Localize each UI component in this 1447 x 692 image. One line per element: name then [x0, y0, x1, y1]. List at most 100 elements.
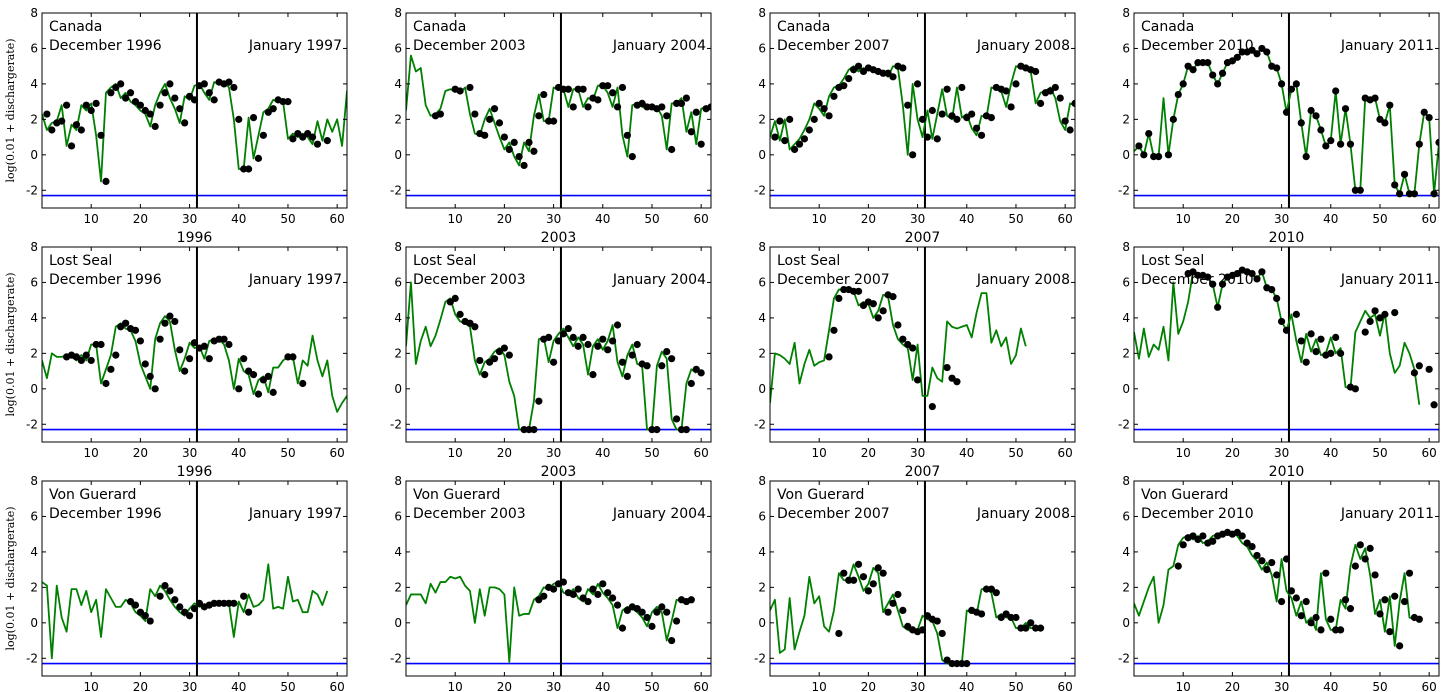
- data-point: [1154, 152, 1163, 161]
- data-point: [117, 80, 125, 88]
- data-point: [1032, 624, 1040, 632]
- data-point: [166, 80, 174, 88]
- y-tick-label: 6: [394, 41, 402, 55]
- data-point: [1297, 612, 1305, 620]
- panel-1: -2 0 2 4 6 8 10 20 30 40 50 60 Canada December 2003 Ja…: [390, 6, 712, 226]
- data-point: [254, 154, 263, 162]
- panel-title: 1996: [177, 230, 213, 246]
- data-point: [850, 287, 858, 295]
- month-left-label: December 2007: [777, 506, 890, 522]
- data-point: [1253, 275, 1261, 283]
- month-left-label: December 2010: [1141, 506, 1254, 522]
- data-point: [1282, 555, 1291, 563]
- y-tick-label: 2: [1122, 580, 1130, 594]
- data-point: [692, 108, 700, 116]
- data-point: [1081, 128, 1088, 135]
- data-point: [628, 351, 636, 359]
- y-tick-label: 4: [394, 545, 402, 559]
- data-point: [1292, 80, 1300, 88]
- series-group: [406, 575, 695, 663]
- data-point: [815, 99, 823, 108]
- data-point: [835, 294, 843, 303]
- data-point: [904, 101, 912, 109]
- data-point: [613, 601, 622, 609]
- site-label: Canada: [1141, 19, 1194, 35]
- data-point: [1036, 624, 1045, 632]
- data-point: [136, 337, 144, 345]
- data-point: [1036, 99, 1045, 108]
- y-axis-label: log(0.01 + dischargerate): [4, 272, 17, 416]
- panel-11: 2010 -2 0 2 4 6 8 10 20 30 40 50 60 Von Guerard Decemb…: [1118, 464, 1440, 692]
- data-point: [790, 145, 799, 154]
- data-point: [535, 112, 543, 120]
- data-point: [687, 596, 695, 604]
- data-point: [948, 659, 956, 668]
- y-tick-label: 8: [30, 474, 38, 488]
- data-point: [284, 98, 292, 106]
- data-point: [1002, 87, 1010, 95]
- data-point: [909, 151, 917, 159]
- y-tick-label: 4: [758, 545, 766, 559]
- data-point: [1253, 50, 1261, 58]
- data-point: [245, 608, 253, 616]
- data-point: [185, 612, 194, 620]
- data-point: [992, 589, 1000, 597]
- data-point: [205, 89, 213, 97]
- x-tick-label: 10: [448, 446, 463, 460]
- data-point: [953, 378, 961, 386]
- data-point: [589, 585, 597, 593]
- data-point: [859, 573, 868, 581]
- data-point: [1356, 186, 1364, 194]
- data-point: [894, 321, 902, 329]
- data-point: [1371, 571, 1379, 579]
- month-right-label: January 2008: [976, 506, 1070, 522]
- data-point: [190, 96, 199, 104]
- data-point: [1430, 401, 1438, 409]
- data-point: [289, 353, 297, 361]
- data-point: [579, 85, 587, 93]
- data-point: [1341, 596, 1350, 604]
- data-point: [240, 355, 248, 363]
- series-group: [770, 62, 1088, 159]
- data-point: [156, 592, 164, 600]
- data-point: [1297, 119, 1305, 127]
- data-point: [549, 117, 558, 125]
- data-point: [1282, 326, 1291, 334]
- data-point: [235, 385, 243, 393]
- x-tick-label: 50: [280, 680, 295, 692]
- y-tick-label: 6: [1122, 41, 1130, 55]
- y-tick-label: 2: [30, 112, 38, 126]
- series-group: [42, 312, 347, 413]
- data-point: [554, 337, 563, 345]
- data-point: [1199, 59, 1207, 67]
- data-point: [1292, 594, 1300, 602]
- data-point: [1282, 108, 1291, 116]
- y-tick-label: 2: [30, 580, 38, 594]
- month-right-label: January 2004: [612, 272, 706, 288]
- x-tick-label: 40: [595, 212, 610, 226]
- data-point: [850, 576, 858, 584]
- data-point: [1209, 280, 1217, 288]
- data-point: [82, 101, 90, 109]
- data-point: [240, 165, 248, 173]
- data-point: [1351, 385, 1359, 393]
- y-tick-label: 0: [30, 148, 38, 162]
- data-point: [1263, 566, 1271, 574]
- data-point: [520, 425, 528, 434]
- x-tick-label: 50: [1372, 680, 1387, 692]
- x-tick-label: 10: [448, 680, 463, 692]
- data-point: [663, 112, 671, 120]
- data-point: [1179, 80, 1187, 88]
- site-label: Canada: [777, 19, 830, 35]
- month-left-label: December 2003: [413, 38, 526, 54]
- data-point: [559, 330, 568, 338]
- data-point: [1317, 126, 1325, 134]
- data-point: [1204, 273, 1212, 281]
- data-point: [1253, 551, 1261, 560]
- x-tick-label: 30: [546, 446, 561, 460]
- plot-frame: [769, 246, 1076, 443]
- y-axis-label: log(0.01 + dischargerate): [4, 506, 17, 650]
- data-point: [682, 425, 691, 434]
- y-tick-label: -2: [1118, 417, 1130, 431]
- data-point: [323, 137, 331, 145]
